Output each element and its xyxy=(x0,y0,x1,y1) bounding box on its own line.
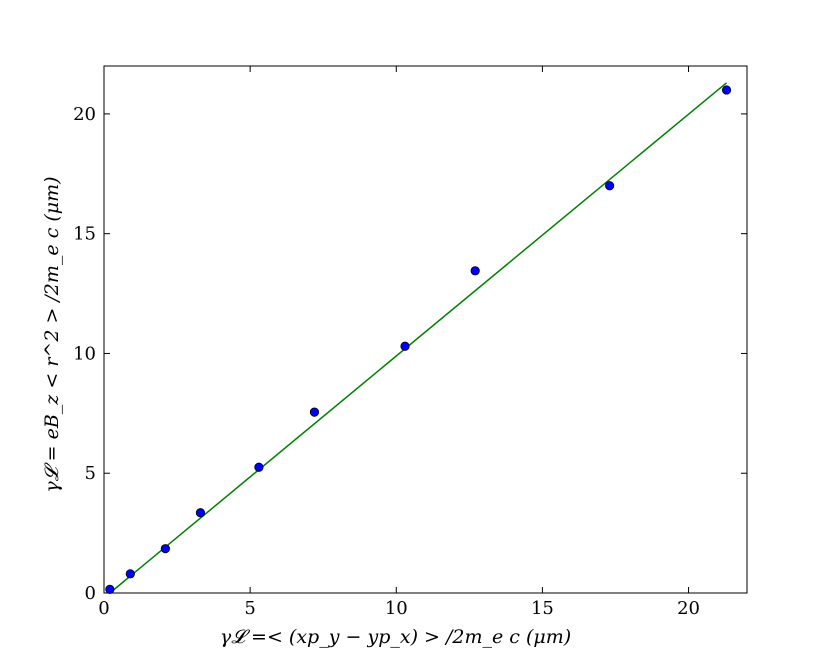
y-tick-label: 10 xyxy=(73,343,96,364)
fit-line xyxy=(109,82,728,594)
axis-ticks xyxy=(103,66,747,594)
data-point xyxy=(470,266,480,276)
data-point xyxy=(400,341,410,351)
tick-labels: 0 5 10 15 20 0 5 10 15 20 xyxy=(73,104,700,619)
x-tick-label: 15 xyxy=(531,598,554,619)
data-point xyxy=(195,508,206,518)
y-tick-label: 5 xyxy=(85,463,96,484)
y-tick-label: 0 xyxy=(85,583,96,604)
y-tick-label: 15 xyxy=(73,224,96,245)
y-axis-label: γ𝓛 = eB_z < r^2 > /2m_e c (μm) xyxy=(41,176,63,492)
y-tick-label: 20 xyxy=(73,104,96,125)
series-layer xyxy=(105,82,732,595)
data-point xyxy=(254,462,264,472)
data-point xyxy=(721,85,732,95)
data-point xyxy=(125,569,135,579)
data-point xyxy=(105,584,115,595)
data-point xyxy=(309,407,320,417)
data-point xyxy=(605,181,615,191)
x-tick-label: 5 xyxy=(244,598,255,619)
x-axis-label: γ𝓛 =< (xp_y − yp_x) > /2m_e c (μm) xyxy=(220,626,571,648)
x-tick-label: 10 xyxy=(385,598,408,619)
data-point xyxy=(160,544,170,554)
x-tick-label: 20 xyxy=(677,598,700,619)
x-tick-label: 0 xyxy=(98,598,109,619)
